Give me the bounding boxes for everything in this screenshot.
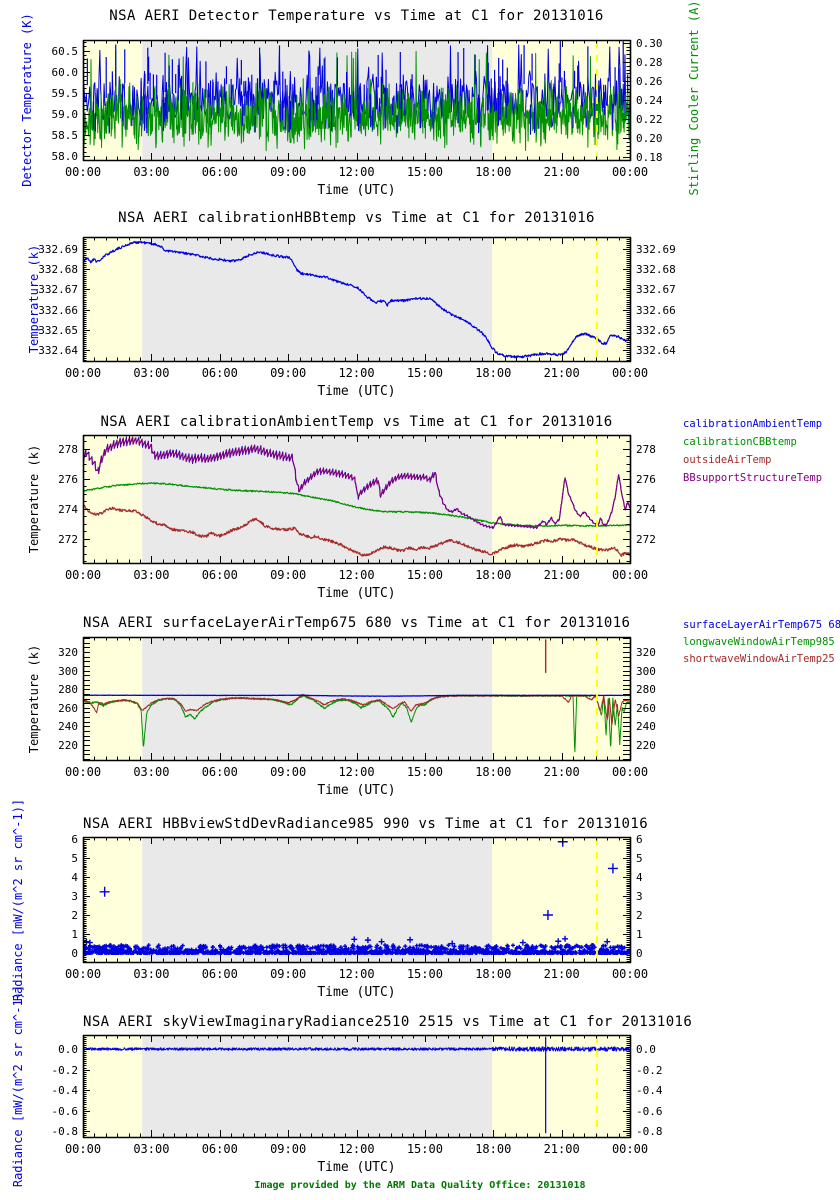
footer-credit: Image provided by the ARM Data Quality O… (254, 1180, 586, 1191)
